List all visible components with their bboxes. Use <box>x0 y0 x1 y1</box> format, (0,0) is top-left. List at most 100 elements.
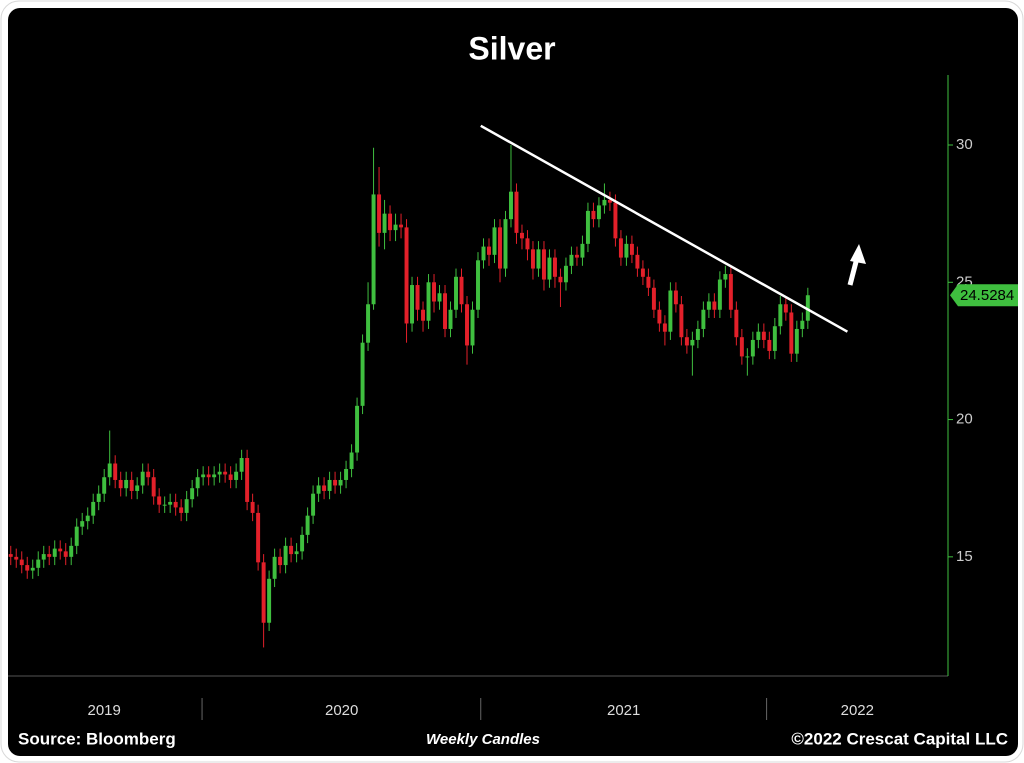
candle-body <box>465 304 469 346</box>
candle-body <box>63 551 68 557</box>
candle-body <box>426 282 431 321</box>
candle-body <box>410 285 415 324</box>
candle-body <box>151 477 156 497</box>
candle-body <box>734 309 739 338</box>
candle-body <box>8 554 13 557</box>
candle-body <box>503 219 508 269</box>
candle-body <box>91 501 96 516</box>
candle-body <box>228 474 233 480</box>
candle-body <box>256 512 261 563</box>
candle-body <box>541 249 546 280</box>
candle-body <box>772 326 777 351</box>
candle-body <box>344 468 349 480</box>
candle-body <box>470 309 475 346</box>
candle-body <box>173 501 178 508</box>
candle-body <box>135 485 140 491</box>
candle-body <box>613 202 618 239</box>
candle-body <box>695 328 700 340</box>
candle-body <box>492 227 497 255</box>
candle-body <box>558 276 563 283</box>
candle-body <box>679 304 684 338</box>
candle-body <box>481 246 486 261</box>
candle-body <box>421 309 426 321</box>
y-tick-label: 20 <box>956 411 973 428</box>
candle-body <box>706 301 711 310</box>
candle-body <box>640 268 645 277</box>
candle-body <box>239 458 244 472</box>
candle-body <box>388 213 393 231</box>
candle-body <box>349 452 354 469</box>
arrow-head <box>850 244 866 264</box>
candle-body <box>794 328 799 354</box>
x-tick-label: 2021 <box>607 702 640 719</box>
candle-body <box>85 515 90 522</box>
candle-body <box>651 287 656 310</box>
candle-body <box>80 521 85 527</box>
subtitle: Weekly Candles <box>426 731 540 748</box>
candle-body <box>596 205 601 220</box>
candle-body <box>591 210 596 220</box>
candle-body <box>36 559 41 568</box>
candle-body <box>355 405 360 453</box>
candle-body <box>618 238 623 258</box>
candle-body <box>212 474 217 478</box>
chart-title: Silver <box>468 30 555 66</box>
candle-body <box>728 274 733 310</box>
y-tick-label: 15 <box>956 548 973 565</box>
candle-body <box>305 515 310 535</box>
candle-body <box>333 479 338 486</box>
candle-body <box>102 477 107 494</box>
candle-body <box>498 227 502 269</box>
candle-body <box>316 485 321 494</box>
candle-body <box>223 471 228 475</box>
candle-body <box>487 246 491 255</box>
candle-body <box>289 545 294 555</box>
candle-body <box>668 290 673 332</box>
candle-body <box>756 331 761 340</box>
candle-body <box>585 210 590 244</box>
candle-body <box>745 356 750 358</box>
candle-body <box>261 562 266 623</box>
candle-body <box>750 339 755 357</box>
candle-body <box>25 565 30 571</box>
candle-body <box>574 254 579 258</box>
candle-body <box>157 496 162 505</box>
candle-body <box>190 488 195 500</box>
candle-body <box>789 312 794 354</box>
trendline <box>480 124 849 333</box>
candle-body <box>52 548 57 557</box>
candle-body <box>366 304 371 343</box>
candle-body <box>459 276 464 305</box>
x-tick-label: 2022 <box>841 702 874 719</box>
candle-body <box>278 556 283 566</box>
candle-body <box>179 507 184 513</box>
candle-body <box>19 559 24 566</box>
candle-body <box>761 331 766 340</box>
candle-body <box>129 479 134 491</box>
candle-body <box>552 257 557 277</box>
candle-body <box>607 199 612 203</box>
candle-body <box>168 501 173 505</box>
candle-body <box>646 276 651 288</box>
panel <box>8 8 1018 756</box>
candle-body <box>783 304 788 313</box>
candle-body <box>41 554 46 560</box>
candle-body <box>267 578 272 623</box>
candle-body <box>206 474 211 478</box>
candle-body <box>58 548 63 552</box>
candle-body <box>74 526 79 546</box>
candle-body <box>300 534 305 552</box>
candle-body <box>234 471 239 480</box>
last-price-label: 24.5284 <box>960 287 1014 304</box>
candle-body <box>327 479 332 491</box>
candle-body <box>338 479 343 486</box>
candle-body <box>800 320 805 329</box>
candle-body <box>684 337 689 346</box>
candle-body <box>454 276 458 310</box>
candle-body <box>673 290 678 305</box>
candle-body <box>635 254 640 269</box>
candle-body <box>415 285 420 310</box>
candle-body <box>217 471 222 475</box>
